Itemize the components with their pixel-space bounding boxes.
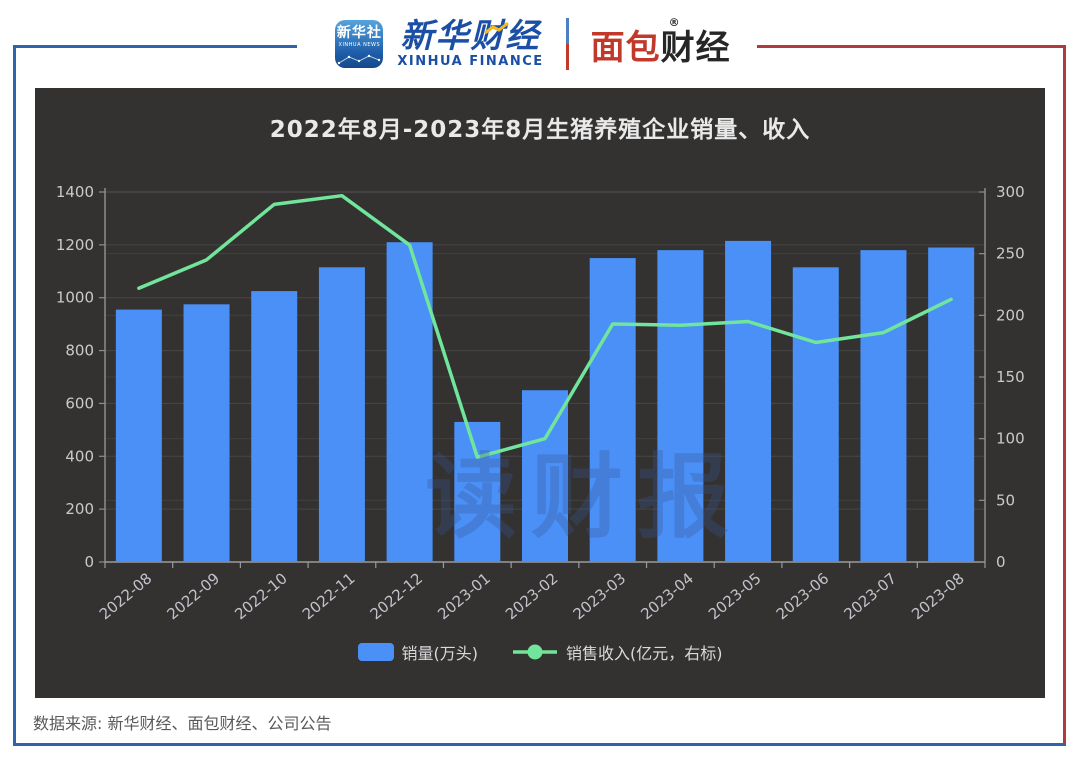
bar-2023-06 [792, 267, 839, 562]
bar-2023-02 [522, 390, 568, 562]
chart-legend: 销量(万头) 销售收入(亿元，右标) [35, 640, 1045, 664]
right-axis-tick-label: 100 [996, 430, 1025, 448]
x-axis-label-2023-06: 2023-06 [773, 569, 833, 623]
x-axis-label-2023-04: 2023-04 [637, 569, 697, 623]
legend-item-revenue[interactable]: 销售收入(亿元，右标) [512, 640, 723, 664]
x-axis-label-2023-01: 2023-01 [434, 569, 494, 623]
app-icon-label: 新华社 [336, 25, 382, 41]
bar-line-chart: 0 200 400 600 800 1000 1200 1400 0 50 100 150 200 250… [56, 183, 1025, 623]
mianbao-logo-part2: 财经 [660, 27, 731, 68]
mianbao-finance-logo: 面包财经 ® [590, 16, 745, 69]
chart-title: 2022年8月-2023年8月生猪养殖企业销量、收入 [269, 117, 811, 143]
bar-2023-03 [589, 258, 636, 562]
left-axis-tick-label: 800 [65, 342, 94, 360]
xinhua-finance-logo: 新华财经 XINHUA FINANCE [397, 16, 544, 70]
frame-left-line [13, 45, 16, 746]
mianbao-logo-part1: 面包 [590, 27, 661, 68]
yellow-trend-accent [483, 21, 509, 35]
right-axis-tick-label: 300 [996, 183, 1025, 201]
header: 新华社 XINHUA NEWS 新华财经 XINHUA FINANCE 面包财经… [0, 0, 1080, 88]
xinhua-news-app-icon: 新华社 XINHUA NEWS [335, 20, 384, 68]
bar-2022-11 [318, 267, 365, 562]
bar-2023-05 [725, 240, 772, 562]
legend-item-sales-volume[interactable]: 销量(万头) [357, 640, 479, 664]
constellation-graphic [338, 54, 381, 65]
right-axis-tick-label: 50 [996, 491, 1015, 509]
left-axis-tick-label: 0 [84, 553, 94, 571]
x-axis-label-2022-08: 2022-08 [96, 569, 156, 623]
x-axis-label-2023-03: 2023-03 [570, 569, 630, 623]
bar-2023-08 [928, 247, 975, 562]
bar-2023-07 [860, 250, 907, 562]
frame-right-line [1063, 45, 1066, 746]
x-axis-label-2023-02: 2023-02 [502, 569, 562, 623]
revenue-line [137, 193, 953, 459]
x-axis-label-2022-10: 2022-10 [231, 569, 291, 623]
bar-2023-04 [657, 250, 704, 562]
xinhua-finance-en: XINHUA FINANCE [397, 54, 544, 69]
left-axis-tick-label: 1200 [56, 236, 94, 254]
frame-top-left-line [13, 45, 297, 48]
left-axis-tick-label: 400 [65, 447, 94, 465]
legend-label-sales-volume: 销量(万头) [401, 644, 479, 663]
right-axis-tick-label: 250 [996, 245, 1025, 263]
registered-mark: ® [668, 15, 681, 29]
x-axis-label-2023-08: 2023-08 [908, 569, 968, 623]
x-axis-label-2022-09: 2022-09 [164, 569, 224, 623]
left-axis-tick-label: 1000 [56, 289, 94, 307]
bar-series-swatch [357, 643, 394, 661]
bar-2022-09 [183, 304, 230, 562]
line-series-swatch [513, 644, 557, 660]
x-axis-label-2022-11: 2022-11 [299, 569, 359, 623]
bar-2022-08 [115, 309, 162, 562]
frame-top-right-line [757, 45, 1066, 48]
left-axis-tick-label: 1400 [56, 183, 94, 201]
x-axis-label-2023-05: 2023-05 [705, 569, 765, 623]
xinhua-finance-cn: 新华财经 [400, 16, 541, 55]
legend-label-revenue: 销售收入(亿元，右标) [566, 644, 723, 663]
bar-2023-01 [454, 421, 501, 562]
left-axis-tick-label: 600 [65, 394, 94, 412]
x-axis-label-2023-07: 2023-07 [840, 569, 900, 623]
logo-separator [565, 18, 569, 70]
right-axis-tick-label: 0 [996, 553, 1006, 571]
bar-2022-10 [251, 291, 298, 562]
right-axis-tick-label: 150 [996, 368, 1025, 386]
data-source-note: 数据来源: 新华财经、面包财经、公司公告 [33, 714, 332, 733]
app-icon-sublabel: XINHUA NEWS [338, 42, 381, 48]
x-axis-label-2022-12: 2022-12 [367, 569, 427, 623]
chart-panel: 0 200 400 600 800 1000 1200 1400 0 50 100 150 200 250… [35, 88, 1045, 698]
right-axis-tick-label: 200 [996, 306, 1025, 324]
left-axis-tick-label: 200 [65, 500, 94, 518]
frame-bottom-line [13, 743, 1066, 746]
